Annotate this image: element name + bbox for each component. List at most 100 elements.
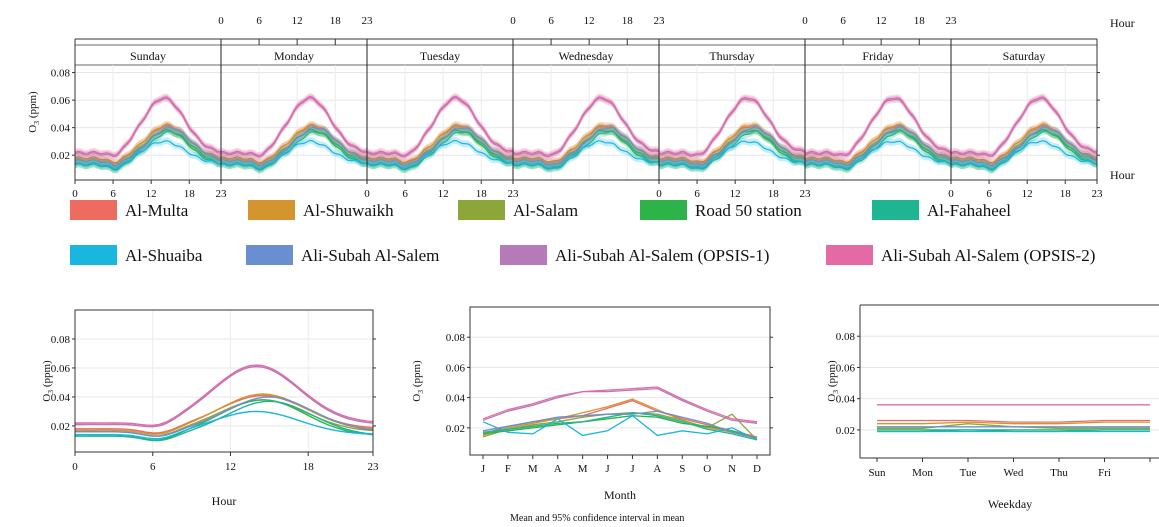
- ci-band: [513, 127, 659, 173]
- legend-swatch: [248, 200, 295, 220]
- series-line: [804, 140, 952, 169]
- series-line: [220, 126, 368, 167]
- legend-label: Ali-Subah Al-Salem: [301, 246, 439, 265]
- series-line: [512, 126, 660, 166]
- ci-band: [221, 120, 367, 168]
- x-tick-label-top: 0: [510, 15, 516, 27]
- series-line: [659, 130, 806, 170]
- series-line: [877, 419, 1150, 423]
- x-tick-label: 18: [303, 461, 315, 473]
- series-line: [75, 410, 374, 440]
- ci-band: [659, 121, 805, 167]
- panel-label-friday: Friday: [862, 49, 893, 63]
- legend-swatch: [70, 200, 117, 220]
- ci-band: [805, 94, 951, 158]
- x-tick-label: Sun: [868, 467, 886, 479]
- x-tick-label: J: [630, 463, 635, 475]
- x-tick-label-top: 12: [584, 15, 595, 27]
- x-tick-label: 0: [948, 188, 954, 200]
- series-line: [950, 97, 1098, 157]
- legend-label: Al-Multa: [125, 201, 189, 220]
- legend-label: Road 50 station: [695, 201, 802, 220]
- x-tick-label-top: 23: [362, 15, 374, 27]
- series-line: [74, 123, 222, 165]
- x-tick-label: F: [505, 463, 511, 475]
- series-line: [950, 140, 1098, 170]
- series-line: [366, 139, 514, 169]
- x-tick-label: 23: [216, 188, 228, 200]
- series-line: [220, 130, 368, 171]
- panel-label-wednesday: Wednesday: [558, 49, 613, 63]
- y-axis-label: O3 (ppm): [826, 360, 840, 402]
- series-line: [220, 95, 368, 157]
- legend-swatch: [640, 200, 687, 220]
- ci-band: [221, 126, 367, 170]
- x-tick-label-top: 23: [654, 15, 666, 27]
- series-line: [804, 123, 952, 165]
- ci-band: [659, 94, 805, 159]
- x-tick-label: S: [679, 463, 685, 475]
- ci-band: [659, 126, 805, 168]
- x-tick-label: A: [653, 463, 661, 475]
- x-tick-label-top: 6: [256, 15, 262, 27]
- legend-swatch: [826, 245, 873, 265]
- ci-band: [75, 121, 221, 167]
- x-tick-label: 6: [150, 461, 156, 473]
- series-line: [74, 126, 222, 167]
- x-tick-label: 6: [402, 188, 408, 200]
- x-tick-label: 6: [986, 188, 992, 200]
- ci-band: [951, 120, 1097, 168]
- ci-band: [513, 127, 659, 169]
- y-tick-label: 0.06: [446, 362, 466, 374]
- series-line: [659, 98, 806, 157]
- series-line: [482, 386, 758, 423]
- series-line: [220, 97, 368, 158]
- series-line: [512, 139, 660, 169]
- ci-band: [75, 120, 221, 168]
- series-line: [804, 98, 952, 157]
- x-tick-label-top: 18: [330, 15, 342, 27]
- legend-swatch: [872, 200, 919, 220]
- x-tick-label: J: [605, 463, 610, 475]
- x-tick-label-top: 12: [876, 15, 887, 27]
- series-line: [75, 394, 374, 434]
- x-tick-label: 18: [768, 188, 780, 200]
- x-tick-label-top: 23: [946, 15, 958, 27]
- ci-band: [951, 123, 1097, 170]
- x-tick-label: 18: [184, 188, 196, 200]
- series-line: [659, 140, 806, 168]
- x-axis-label: Hour: [212, 494, 237, 508]
- ci-band: [367, 137, 513, 172]
- x-tick-label: 0: [72, 461, 78, 473]
- ci-band: [513, 121, 659, 167]
- series-line: [366, 95, 514, 157]
- x-tick-label: 0: [72, 188, 78, 200]
- ci-band: [659, 122, 805, 165]
- y-tick-label: 0.04: [51, 123, 71, 135]
- legend-label: Al-Shuaiba: [125, 246, 203, 265]
- series-line: [74, 130, 222, 171]
- legend: Al-Multa Al-Shuwaikh Al-Salam Road 50 stati…: [70, 200, 1095, 265]
- series-line: [482, 410, 758, 440]
- series-line: [482, 387, 758, 424]
- y-tick-label: 0.06: [836, 362, 856, 374]
- ci-band: [367, 126, 513, 173]
- series-line: [950, 123, 1098, 165]
- x-tick-label-top: 6: [548, 15, 554, 27]
- ci-band: [805, 120, 951, 168]
- legend-label: Al-Shuwaikh: [303, 201, 394, 220]
- series-line: [482, 398, 758, 440]
- x-tick-label: 23: [368, 461, 380, 473]
- y-tick-label: 0.02: [446, 423, 465, 435]
- weekday-chart: 0.02 0.04 0.06 0.08 Sun Mon Tue Wed Thu Fri Weekda…: [826, 304, 1159, 511]
- x-axis-label: Hour: [1110, 168, 1135, 182]
- series-line: [659, 96, 806, 156]
- legend-label: Al-Fahaheel: [927, 201, 1011, 220]
- plot-frame: [74, 309, 374, 453]
- y-tick-label: 0.06: [51, 95, 71, 107]
- series-line: [512, 124, 660, 165]
- ci-band: [805, 137, 951, 172]
- series-line: [658, 126, 806, 166]
- x-tick-label: 12: [146, 188, 157, 200]
